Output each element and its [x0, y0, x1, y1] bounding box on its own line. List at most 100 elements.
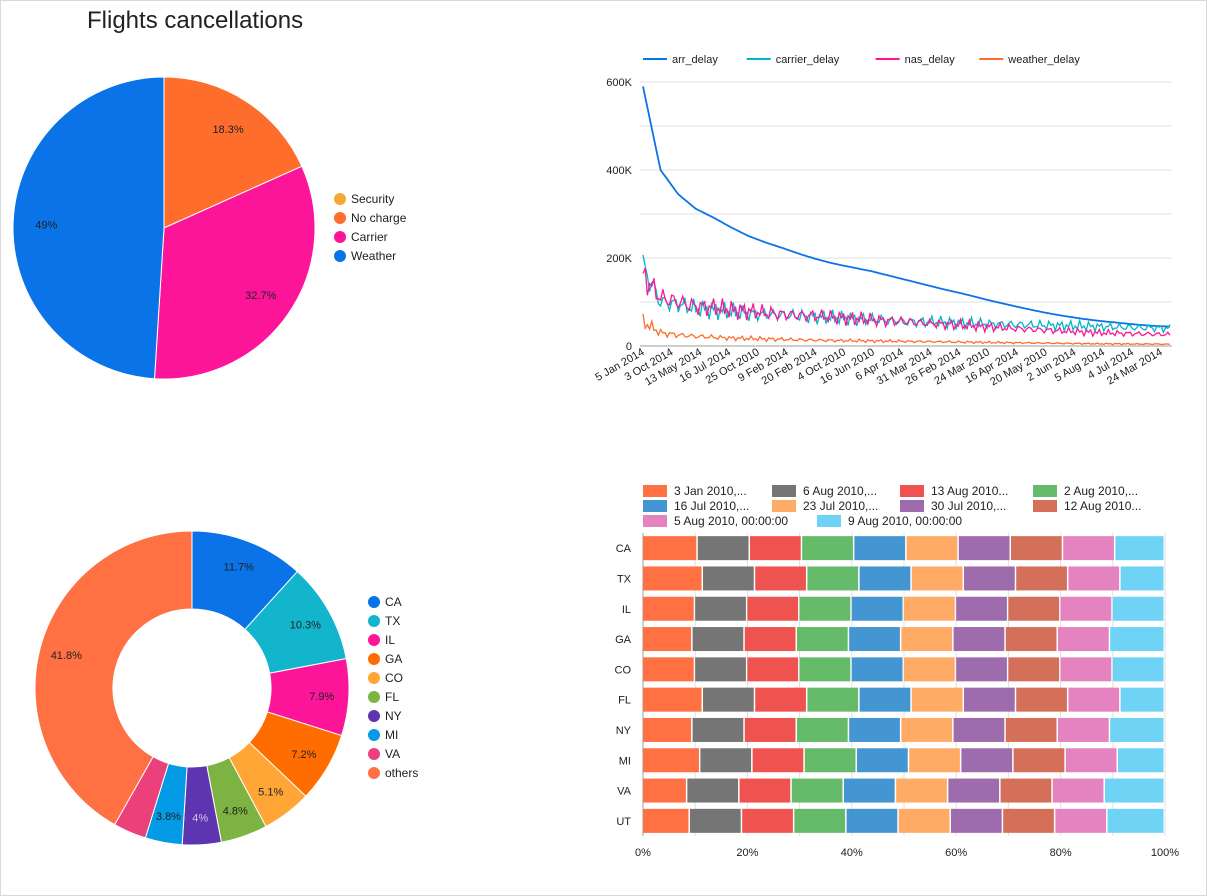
bar-segment — [643, 687, 702, 712]
donut-chart-states: 11.7% 10.3% 7.9% 7.2% 5.1% 4.8% 4% 3.8% 41.8% CA T… — [34, 530, 418, 846]
y-tick-label: GA — [615, 634, 632, 646]
bar-segment — [689, 808, 741, 833]
legend-swatch — [643, 515, 667, 527]
bar-segment — [796, 717, 848, 742]
bar-segment — [1068, 687, 1120, 712]
legend-label: 30 Jul 2010,... — [931, 499, 1006, 513]
bar-segment — [643, 808, 689, 833]
legend-label: VA — [385, 747, 400, 761]
donut-data-label: 41.8% — [51, 650, 82, 662]
y-tick-label: 0 — [626, 341, 632, 353]
legend-swatch — [334, 250, 346, 262]
bar-segment — [953, 717, 1005, 742]
legend-label: FL — [385, 690, 399, 704]
legend-swatch — [900, 485, 924, 497]
legend-label: Security — [351, 192, 394, 206]
bar-segment — [744, 717, 796, 742]
bar-segment — [964, 687, 1015, 712]
y-tick-label: FL — [618, 695, 631, 707]
bar-segment — [1052, 778, 1104, 803]
legend-label: 16 Jul 2010,... — [674, 499, 749, 513]
bar-segment — [948, 778, 1000, 803]
legend-swatch — [1033, 485, 1057, 497]
bar-segment — [964, 566, 1015, 591]
bar-segment — [1055, 808, 1107, 833]
bar-segment — [953, 627, 1005, 652]
y-tick-label: IL — [622, 604, 631, 616]
bar-segment — [747, 657, 799, 682]
legend-swatch — [334, 231, 346, 243]
donut-data-label: 4% — [192, 813, 208, 825]
legend-label: NY — [385, 709, 402, 723]
bar-segment — [1104, 778, 1164, 803]
bar-segment — [1110, 627, 1164, 652]
y-tick-label: NY — [616, 725, 632, 737]
x-tick-label: 20% — [736, 847, 758, 859]
legend-swatch — [368, 596, 380, 608]
legend-label: 12 Aug 2010... — [1064, 499, 1141, 513]
x-tick-label: 0% — [635, 847, 651, 859]
y-tick-label: TX — [617, 573, 632, 585]
bar-segment — [752, 748, 804, 773]
y-tick-label: 400K — [606, 165, 632, 177]
bar-segment — [901, 627, 953, 652]
bar-segment — [703, 566, 754, 591]
bar-segment — [1057, 627, 1109, 652]
bar-segment — [896, 778, 947, 803]
bar-segment — [791, 778, 843, 803]
bar-segment — [1011, 536, 1062, 561]
y-tick-label: MI — [619, 755, 631, 767]
bar-segment — [904, 596, 955, 621]
bar-segment — [643, 657, 694, 682]
legend-label: TX — [385, 614, 400, 628]
y-tick-label: 600K — [606, 77, 632, 89]
legend-swatch — [772, 500, 796, 512]
legend-swatch — [900, 500, 924, 512]
stacked-bar-chart: 0% 20% 40% 60% 80% 100% 3 Jan 2010,... 6 Aug 20… — [615, 484, 1180, 859]
legend-swatch — [368, 767, 380, 779]
legend-label: CA — [385, 595, 402, 609]
legend-label: 13 Aug 2010... — [931, 484, 1008, 498]
bar-segment — [807, 566, 859, 591]
legend-swatch — [368, 710, 380, 722]
legend-swatch — [368, 672, 380, 684]
bar-segment — [794, 808, 846, 833]
legend-swatch — [1033, 500, 1057, 512]
bar-segment — [843, 778, 895, 803]
donut-slice-others — [34, 530, 193, 826]
bar-segment — [703, 687, 754, 712]
x-tick-label: 100% — [1151, 847, 1179, 859]
donut-data-label: 7.9% — [309, 691, 334, 703]
bar-segment — [1115, 536, 1164, 561]
bar-segment — [742, 808, 793, 833]
legend-swatch — [368, 729, 380, 741]
bar-segment — [796, 627, 848, 652]
legend-label: 3 Jan 2010,... — [674, 484, 747, 498]
bar-segment — [909, 748, 960, 773]
legend-label: nas_delay — [905, 54, 956, 66]
legend-label: IL — [385, 633, 395, 647]
line-chart-delays: 0 200K 400K 600K arr_delay carrier_delay nas_d… — [593, 54, 1172, 388]
bar-segment — [846, 808, 898, 833]
legend-label: 9 Aug 2010, 00:00:00 — [848, 514, 962, 528]
bar-segment — [643, 778, 686, 803]
legend-label: GA — [385, 652, 402, 666]
bar-segment — [1120, 687, 1164, 712]
pie-data-label: 49% — [35, 219, 57, 231]
legend-label: MI — [385, 728, 398, 742]
bar-segment — [1016, 687, 1067, 712]
legend-swatch — [334, 193, 346, 205]
legend-label: CO — [385, 671, 403, 685]
legend-label: 2 Aug 2010,... — [1064, 484, 1138, 498]
bar-segment — [747, 596, 799, 621]
page-title: Flights cancellations — [87, 7, 304, 34]
bar-segment — [849, 627, 900, 652]
y-tick-label: UT — [616, 816, 631, 828]
legend-swatch — [772, 485, 796, 497]
bar-segment — [1005, 717, 1057, 742]
bar-segment — [744, 627, 796, 652]
series-line-weather-delay — [642, 313, 1171, 346]
bar-segment — [956, 596, 1007, 621]
bar-segment — [1060, 596, 1112, 621]
bar-segment — [958, 536, 1010, 561]
